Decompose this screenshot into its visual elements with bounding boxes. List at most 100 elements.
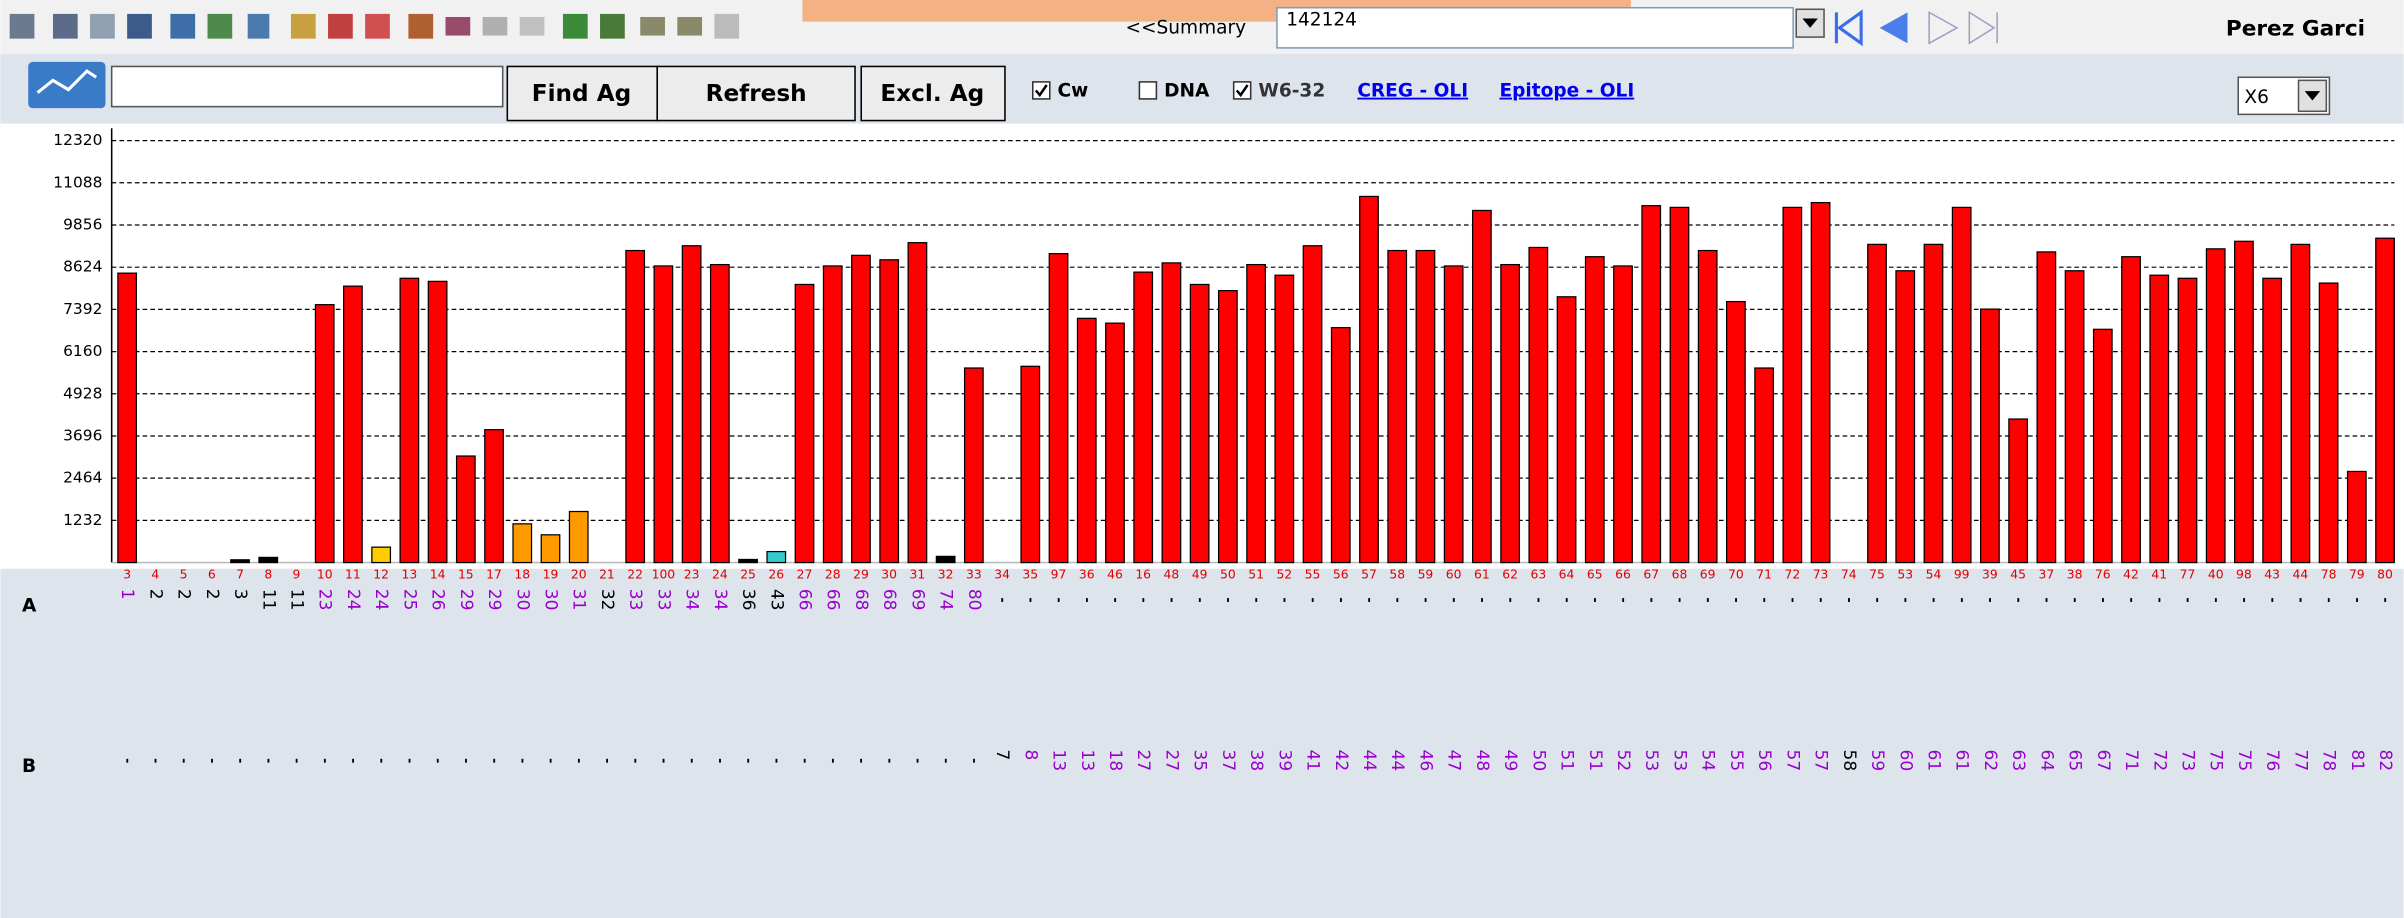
bar — [2036, 251, 2057, 564]
bar — [2177, 277, 2198, 564]
icon[interactable] — [408, 13, 434, 39]
nav-last[interactable] — [1968, 10, 1998, 45]
x-tick-label: 48 — [1164, 567, 1180, 581]
icon[interactable] — [52, 13, 78, 39]
icon[interactable] — [365, 13, 390, 39]
allele-label: 39 — [1274, 750, 1294, 772]
checkbox[interactable] — [1138, 81, 1158, 100]
x-tick-label: 13 — [402, 567, 418, 581]
allele-label: 71 — [2121, 750, 2141, 772]
icon[interactable] — [640, 17, 665, 36]
nav-next[interactable] — [1928, 11, 1959, 45]
empty-dot — [2214, 598, 2217, 602]
bar — [1726, 300, 1746, 564]
icon[interactable] — [247, 13, 270, 39]
empty-dot — [1565, 598, 1568, 602]
allele-label: 44 — [1359, 750, 1379, 772]
checkbox-group: Cw DNA W6-32 — [1032, 81, 1325, 102]
x-tick-label: 29 — [853, 567, 869, 581]
search-input[interactable] — [1276, 6, 1794, 49]
bar — [2092, 328, 2113, 564]
icon[interactable] — [328, 13, 353, 39]
x-tick-label: 17 — [486, 567, 502, 581]
nav-first[interactable] — [1834, 9, 1863, 47]
find-button[interactable] — [506, 65, 658, 122]
bar — [399, 277, 420, 564]
icon[interactable] — [170, 13, 196, 39]
icon[interactable] — [714, 13, 740, 39]
x-tick-label: 49 — [1192, 567, 1208, 581]
icon[interactable] — [127, 13, 152, 39]
nav-prev[interactable] — [1879, 12, 1908, 44]
logo[interactable] — [28, 61, 106, 109]
allele-label: 81 — [2347, 750, 2367, 772]
allele-label: 49 — [1500, 750, 1520, 772]
bar — [709, 263, 730, 564]
allele-label: 66 — [823, 589, 843, 611]
checkbox[interactable] — [1232, 81, 1252, 100]
bar — [1217, 289, 1238, 564]
icon[interactable] — [290, 13, 316, 39]
empty-dot — [1904, 598, 1907, 602]
allele-label: 76 — [2262, 750, 2282, 772]
bar — [568, 510, 589, 564]
empty-dot — [1622, 598, 1625, 602]
x-tick-label: 56 — [1333, 567, 1349, 581]
allele-label: 55 — [1726, 750, 1746, 772]
allele-label: 75 — [2206, 750, 2226, 772]
x-tick-label: 37 — [2038, 567, 2054, 581]
exclude-button[interactable] — [860, 65, 1006, 122]
icon[interactable] — [9, 13, 35, 39]
x-tick-label: 35 — [1022, 567, 1038, 581]
empty-dot — [662, 758, 665, 763]
x-tick-label: 63 — [1530, 567, 1546, 581]
x-tick-label: 6 — [208, 567, 216, 581]
empty-dot — [888, 758, 891, 763]
icon[interactable] — [482, 17, 508, 36]
bar — [907, 242, 928, 564]
empty-dot — [1255, 598, 1258, 602]
icon[interactable] — [445, 17, 471, 36]
allele-label: 48 — [1472, 750, 1492, 772]
icon[interactable] — [519, 17, 545, 36]
x-tick-label: 8 — [264, 567, 272, 581]
x-tick-label: 24 — [712, 567, 728, 581]
empty-dot — [1029, 598, 1032, 602]
icon[interactable] — [600, 13, 625, 39]
checkbox[interactable] — [1032, 81, 1051, 100]
allele-label: 65 — [2065, 750, 2085, 772]
empty-dot — [831, 758, 834, 763]
empty-dot — [1198, 598, 1201, 602]
dropdown-button[interactable] — [1795, 8, 1825, 38]
icon[interactable] — [207, 13, 233, 39]
epitope-link[interactable]: Epitope - OLI — [1500, 81, 1635, 102]
allele-label: 33 — [625, 589, 645, 611]
empty-dot — [2384, 598, 2387, 602]
bar — [1951, 206, 1972, 564]
empty-dot — [521, 758, 524, 763]
allele-label: 33 — [653, 589, 673, 611]
bar — [1189, 283, 1210, 564]
search-value: 142124 — [1286, 10, 1357, 31]
zoom-dropdown[interactable] — [2297, 79, 2328, 113]
x-tick-label: 45 — [2010, 567, 2026, 581]
x-tick-label: 9 — [293, 567, 301, 581]
empty-dot — [860, 758, 863, 763]
icon[interactable] — [677, 17, 703, 36]
empty-dot — [1311, 598, 1314, 602]
empty-dot — [1791, 598, 1794, 602]
x-tick-label: 51 — [1248, 567, 1264, 581]
bar — [2375, 237, 2395, 564]
checkmark — [1235, 84, 1249, 98]
icon[interactable] — [562, 13, 588, 39]
creg-link[interactable]: CREG - OLI — [1357, 81, 1468, 102]
allele-label: 63 — [2008, 750, 2028, 772]
text-input[interactable] — [110, 65, 504, 108]
bar — [1697, 249, 1718, 564]
refresh-button[interactable] — [656, 65, 856, 122]
icon[interactable] — [90, 13, 115, 39]
empty-dot — [182, 758, 185, 763]
allele-label: 52 — [1613, 750, 1633, 772]
x-tick-label: 33 — [966, 567, 982, 581]
summary-button[interactable]: <<Summary — [1125, 17, 1246, 38]
